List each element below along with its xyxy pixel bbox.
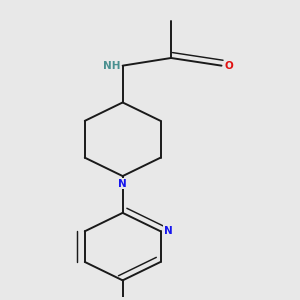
Text: O: O <box>225 61 234 71</box>
Text: N: N <box>118 178 127 188</box>
Text: NH: NH <box>103 61 121 71</box>
Text: N: N <box>164 226 172 236</box>
